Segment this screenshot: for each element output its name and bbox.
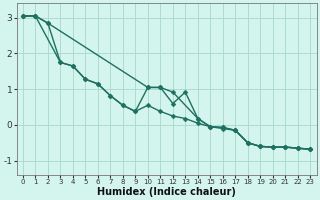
X-axis label: Humidex (Indice chaleur): Humidex (Indice chaleur)	[97, 187, 236, 197]
